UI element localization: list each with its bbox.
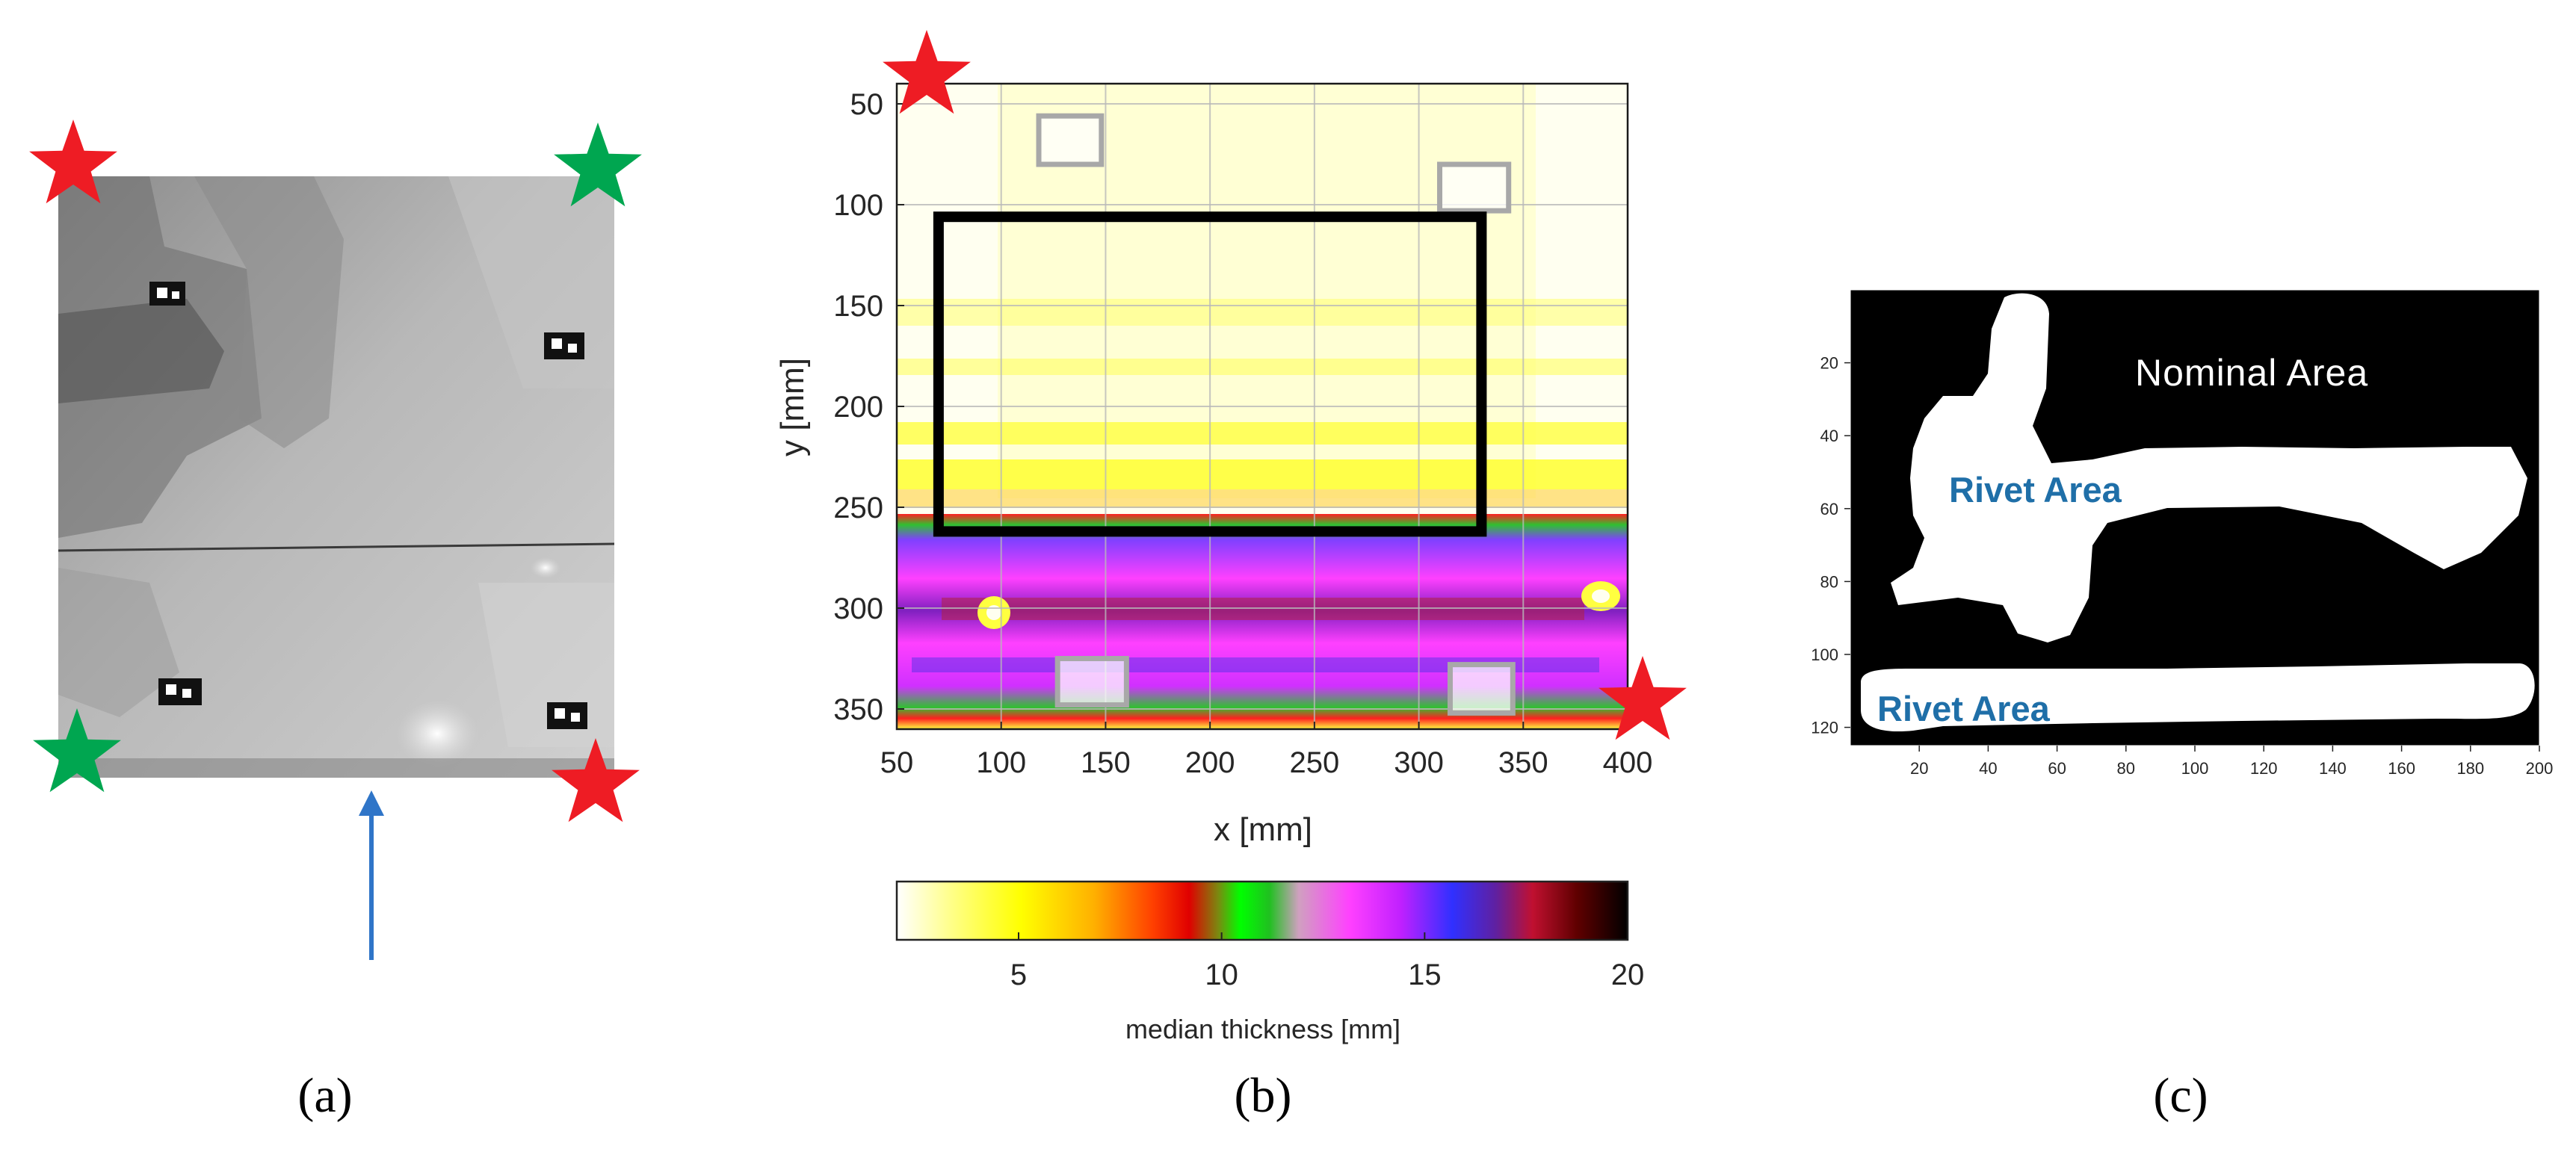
x-tick-label: 140 — [2319, 759, 2347, 778]
nominal-area-label: Nominal Area — [2135, 352, 2368, 394]
x-tick-label: 160 — [2388, 759, 2415, 778]
reference-box — [1036, 113, 1105, 167]
y-tick-label: 200 — [833, 391, 883, 424]
colorbar-tick-label: 10 — [1205, 958, 1238, 991]
arrow-up-icon — [359, 790, 384, 960]
mask-axis-ticks: 20 40 60 80 100 120 140 160 180 200 20 40 60 80 100 120 — [1811, 354, 2553, 778]
x-tick-label: 200 — [2526, 759, 2554, 778]
y-tick-label: 350 — [833, 693, 883, 726]
colorbar-ticks: 5 10 15 20 — [1010, 932, 1644, 991]
y-tick-label: 100 — [833, 189, 883, 222]
x-tick-label: 120 — [2250, 759, 2278, 778]
colorbar-tick-label: 15 — [1408, 958, 1442, 991]
fiducial-marker — [547, 702, 587, 729]
fiducial-marker — [158, 678, 202, 705]
fiducial-marker — [149, 282, 185, 306]
colorbar-tick-label: 20 — [1611, 958, 1645, 991]
x-tick-label: 100 — [2181, 759, 2209, 778]
colorbar — [895, 880, 1629, 941]
x-tick-label: 40 — [1979, 759, 1997, 778]
x-tick-label: 350 — [1498, 746, 1548, 779]
colorbar-label: median thickness [mm] — [1125, 1014, 1400, 1044]
reference-box — [1054, 656, 1129, 708]
x-tick-label: 20 — [1910, 759, 1928, 778]
x-axis-label: x [mm] — [1214, 811, 1312, 848]
nominal-region-box — [933, 211, 1487, 537]
x-tick-label: 180 — [2456, 759, 2484, 778]
caption-a: (a) — [297, 1068, 352, 1123]
caption-c: (c) — [2153, 1068, 2208, 1123]
x-tick-label: 50 — [880, 746, 914, 779]
reference-box — [1437, 161, 1512, 214]
reference-box — [1447, 662, 1516, 716]
fiducial-marker — [544, 332, 584, 359]
y-tick-label: 100 — [1811, 645, 1838, 664]
reference-boxes — [1036, 113, 1516, 716]
x-tick-label: 150 — [1081, 746, 1131, 779]
y-tick-label: 20 — [1820, 354, 1838, 373]
x-tick-label: 300 — [1394, 746, 1444, 779]
caption-b: (b) — [1235, 1068, 1292, 1123]
y-tick-label: 300 — [833, 592, 883, 625]
y-tick-label: 40 — [1820, 427, 1838, 445]
colorbar-tick-label: 5 — [1010, 958, 1027, 991]
y-tick-label: 50 — [850, 88, 884, 121]
x-tick-label: 80 — [2117, 759, 2135, 778]
y-tick-label: 250 — [833, 492, 883, 524]
y-tick-label: 150 — [833, 290, 883, 323]
panel-a-photo — [58, 176, 615, 778]
x-tick-label: 200 — [1185, 746, 1235, 779]
axis-ticks: 50 100 150 200 250 300 350 400 50 100 150 200 250 300… — [833, 88, 1652, 779]
rivet-area-label: Rivet Area — [1877, 689, 2051, 728]
x-tick-label: 400 — [1603, 746, 1653, 779]
x-tick-label: 250 — [1289, 746, 1339, 779]
y-tick-label: 80 — [1820, 572, 1838, 591]
x-tick-label: 100 — [976, 746, 1026, 779]
rivet-area-label: Rivet Area — [1949, 470, 2122, 510]
rivet-mask — [1850, 290, 2539, 746]
y-tick-label: 60 — [1820, 500, 1838, 518]
x-tick-label: 60 — [2048, 759, 2066, 778]
y-tick-label: 120 — [1811, 719, 1838, 737]
y-axis-label: y [mm] — [774, 358, 811, 456]
